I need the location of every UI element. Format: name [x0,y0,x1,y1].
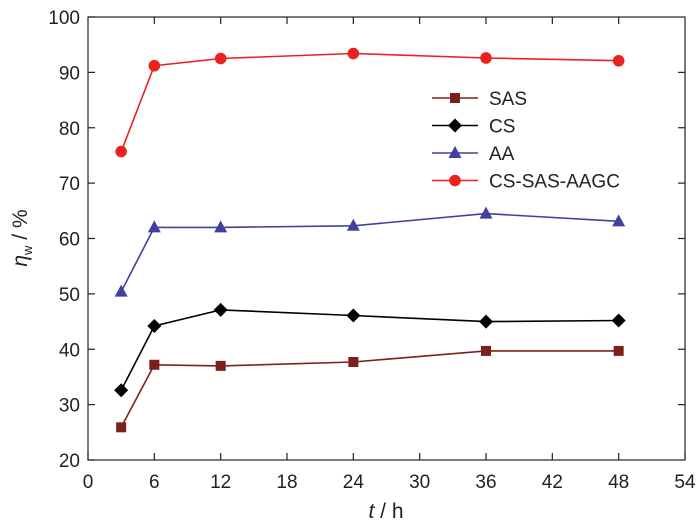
series-line-cs [120,309,619,391]
y-tick-label: 40 [59,340,80,361]
y-axis-title: ηw / % [9,209,35,266]
legend-item-aa: AA [432,144,515,165]
legend-label: SAS [489,89,527,110]
series-cs-sas-aagc [115,47,625,158]
data-point-aa [346,218,360,231]
data-point-cs [147,318,162,333]
data-point-aa [114,284,128,297]
x-tick-label: 36 [475,472,496,493]
data-point-cs [114,383,129,398]
legend-marker [450,93,460,103]
legend: SAS CS AA CS-SAS-AAGC [432,89,620,193]
series-line-cs-sas-aagc [120,52,619,152]
legend-marker [449,174,461,187]
x-tick-label: 54 [674,472,696,493]
legend-label: CS [489,117,515,138]
y-tick-label: 20 [59,451,80,472]
data-point-sas [348,356,359,367]
legend-marker [448,146,462,158]
data-point-sas [613,345,624,356]
data-point-aa [147,220,161,233]
y-tick-label: 30 [59,396,80,417]
x-axis-title: t / h [368,500,403,523]
x-tick-label: 6 [149,472,160,493]
x-tick-label: 18 [276,472,297,493]
y-tick-label: 80 [59,119,80,140]
data-point-cs [611,313,626,328]
data-point-sas [215,360,226,371]
axis-ticks: 0 6 12 18 24 30 36 42 48 54 20 30 40 50 60 70 80 90 100 [48,8,696,493]
y-tick-label: 50 [59,285,80,306]
data-point-cs-sas-aagc [480,52,492,64]
series-line-aa [120,212,619,293]
x-axis-title-unit: / h [374,500,403,523]
plot-frame [87,16,686,461]
x-axis-title-variable: t [368,500,375,523]
data-point-aa [612,214,626,227]
data-point-cs [213,302,228,317]
data-point-cs-sas-aagc [347,47,360,60]
series-aa [114,206,626,297]
data-point-cs-sas-aagc [214,52,227,65]
data-point-sas [481,345,491,356]
x-tick-label: 30 [409,472,430,493]
data-point-sas [149,359,160,370]
y-tick-label: 70 [59,174,80,195]
data-series [114,47,626,433]
data-point-cs-sas-aagc [612,54,625,67]
series-sas [116,345,624,433]
legend-item-sas: SAS [432,89,527,110]
data-point-sas [116,422,127,433]
y-axis-title-variable: η [9,255,32,267]
legend-item-cs-sas-aagc: CS-SAS-AAGC [432,172,620,193]
legend-label: CS-SAS-AAGC [489,172,620,193]
data-point-cs [479,314,493,329]
x-tick-label: 0 [83,472,94,493]
y-axis-title-subscript: w [20,245,35,256]
x-tick-label: 12 [210,472,231,493]
y-tick-label: 100 [48,8,80,29]
data-point-cs-sas-aagc [115,145,127,158]
legend-item-cs: CS [432,117,515,138]
y-axis-title-unit: / % [9,209,32,245]
series-cs [114,302,626,398]
x-tick-label: 42 [542,472,563,493]
x-tick-label: 24 [343,472,365,493]
x-tick-label: 48 [608,472,629,493]
y-tick-label: 60 [59,230,80,251]
data-point-cs-sas-aagc [148,59,161,72]
legend-marker [448,118,462,133]
series-line-sas [120,350,619,428]
data-point-aa [479,206,493,219]
data-point-cs [346,308,361,323]
legend-label: AA [489,144,515,165]
data-point-aa [214,220,228,233]
y-tick-label: 90 [59,63,80,84]
